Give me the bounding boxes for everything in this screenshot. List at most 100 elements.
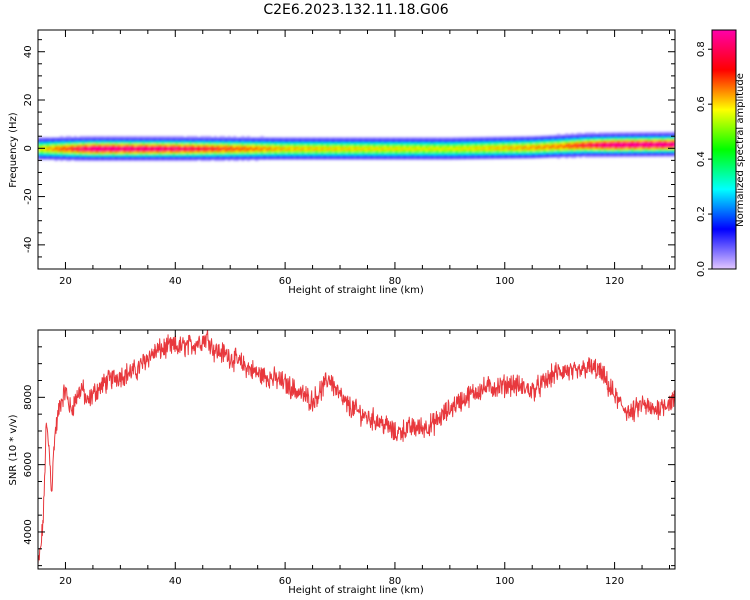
heatmap-cell [73,150,78,153]
heatmap-cell [441,137,445,140]
heatmap-cell [136,145,141,148]
heatmap-cell [194,137,198,140]
heatmap-cell [73,145,78,148]
heatmap-cell [340,149,344,152]
heatmap-cell [315,138,319,141]
heatmap-cell [271,155,275,158]
heatmap-cell [474,145,478,148]
heatmap-cell [540,137,544,139]
heatmap-cell [430,147,434,149]
heatmap-cell [238,141,242,143]
heatmap-cell [260,155,264,158]
heatmap-cell [120,139,124,142]
heatmap-cell [469,145,473,148]
heatmap-cell [411,150,415,153]
heatmap-cell [661,153,665,156]
heatmap-cell [592,149,596,152]
heatmap-cell [76,157,80,160]
heatmap-cell [268,147,272,149]
heatmap-cell [595,143,599,146]
heatmap-cell [534,148,539,150]
heatmap-cell [169,139,174,142]
heatmap-cell [488,146,492,149]
heatmap-cell [213,149,218,152]
heatmap-cell [158,148,163,151]
heatmap-cell [664,137,668,140]
heatmap-cell [90,155,94,158]
heatmap-cell [353,145,358,148]
heatmap-cell [647,138,651,140]
heatmap-cell [282,155,286,158]
heatmap-cell [408,144,413,147]
heatmap-cell [296,150,300,153]
heatmap-cell [370,138,374,141]
heatmap-cell [150,142,154,145]
heatmap-cell [70,139,75,142]
heatmap-cell [452,138,456,141]
heatmap-cell [460,142,465,144]
heatmap-cell [268,138,272,141]
heatmap-cell [576,153,580,156]
heatmap-cell [81,156,86,159]
heatmap-cell [123,143,127,146]
heatmap-cell [672,151,675,154]
heatmap-cell [392,143,396,146]
heatmap-cell [345,144,349,147]
heatmap-cell [161,138,165,141]
heatmap-cell [537,143,542,145]
heatmap-cell [449,150,454,153]
heatmap-cell [238,138,242,141]
heatmap-cell [156,155,160,158]
heatmap-cell [416,137,421,140]
heatmap-cell [496,139,500,141]
heatmap-cell [345,139,349,142]
heatmap-cell [534,155,539,158]
heatmap-cell [65,155,69,158]
heatmap-cell [265,155,270,158]
heatmap-cell [370,139,374,142]
heatmap-cell [315,148,319,151]
heatmap-cell [150,139,154,142]
heatmap-cell [142,143,146,146]
heatmap-cell [276,149,281,152]
heatmap-cell [559,143,564,146]
heatmap-cell [230,139,234,142]
heatmap-cell [180,153,185,155]
heatmap-cell [526,154,531,157]
heatmap-cell [400,137,404,140]
heatmap-cell [502,153,506,156]
heatmap-cell [356,149,360,152]
heatmap-cell [532,143,536,146]
heatmap-cell [361,145,366,148]
heatmap-cell [342,147,347,149]
heatmap-cell [482,146,487,149]
heatmap-cell [441,143,445,146]
heatmap-cell [257,149,262,152]
heatmap-cell [447,151,451,154]
heatmap-cell [301,150,305,153]
heatmap-cell [523,136,528,139]
heatmap-cell [427,137,432,140]
heatmap-cell [345,148,349,151]
heatmap-cell [559,153,564,155]
heatmap-cell [131,136,135,139]
heatmap-cell [471,143,476,145]
heatmap-cell [172,155,176,158]
heatmap-cell [556,142,561,145]
heatmap-cell [534,142,539,144]
heatmap-cell [633,140,638,143]
heatmap-cell [636,153,640,156]
heatmap-cell [235,145,240,148]
heatmap-cell [48,142,53,145]
heatmap-cell [408,150,413,153]
heatmap-cell [576,146,580,149]
heatmap-cell [131,153,135,155]
heatmap-cell [342,145,347,148]
heatmap-cell [243,145,248,148]
heatmap-cell [587,155,591,158]
heatmap-cell [628,140,632,143]
heatmap-cell [488,138,492,140]
heatmap-cell [73,156,78,159]
heatmap-cell [158,141,163,143]
heatmap-cell [268,157,272,160]
